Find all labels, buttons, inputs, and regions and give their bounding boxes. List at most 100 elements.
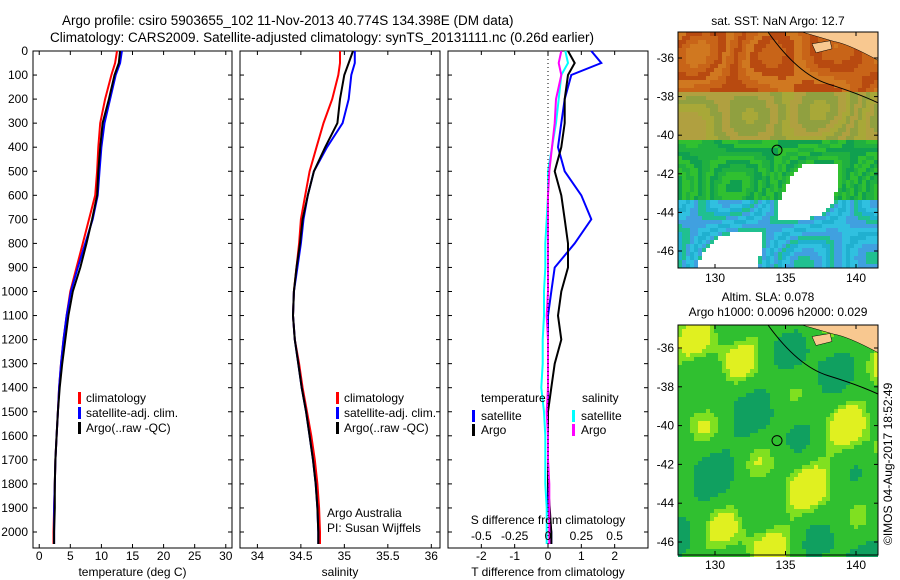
map-cell (790, 441, 794, 445)
map-cell (694, 256, 698, 260)
map-cell (802, 409, 806, 413)
map-cell (730, 220, 734, 224)
map-cell (702, 44, 706, 48)
map-cell (706, 44, 710, 48)
map-cell (754, 369, 758, 373)
map-cell (790, 397, 794, 401)
map-cell (726, 228, 730, 232)
map-cell (702, 208, 706, 212)
map-cell (826, 108, 830, 112)
x-tick-label: 20 (157, 549, 171, 563)
map-cell (842, 433, 846, 437)
map-cell (770, 220, 774, 224)
map-cell (850, 60, 854, 64)
map-cell (706, 429, 710, 433)
map-cell (738, 337, 742, 341)
map-cell (726, 341, 730, 345)
map-cell (794, 108, 798, 112)
map-cell (790, 140, 794, 144)
map-cell (694, 224, 698, 228)
map-cell (718, 56, 722, 60)
map-cell (850, 389, 854, 393)
map-cell (858, 52, 862, 56)
map-cell (862, 72, 866, 76)
map-cell (810, 168, 814, 172)
map-cell (706, 409, 710, 413)
map-cell (754, 44, 758, 48)
legend-label: Argo (481, 423, 507, 437)
map-cell (854, 248, 858, 252)
map-cell (866, 64, 870, 68)
map-cell (870, 260, 874, 264)
map-cell (754, 389, 758, 393)
map-cell (854, 120, 858, 124)
map-cell (738, 44, 742, 48)
map-cell (822, 349, 826, 353)
map-cell (846, 108, 850, 112)
map-cell (794, 433, 798, 437)
map-cell (762, 80, 766, 84)
map-cell (750, 248, 754, 252)
map-cell (730, 56, 734, 60)
map-cell (830, 449, 834, 453)
map-cell (858, 349, 862, 353)
map-cell (814, 421, 818, 425)
map-cell (842, 337, 846, 341)
map-cell (810, 196, 814, 200)
map-cell (842, 140, 846, 144)
map-cell (846, 401, 850, 405)
map-cell (798, 128, 802, 132)
map-cell (782, 381, 786, 385)
map-cell (718, 184, 722, 188)
map-cell (830, 232, 834, 236)
map-cell (814, 256, 818, 260)
map-cell (750, 52, 754, 56)
map-cell (818, 164, 822, 168)
map-cell (842, 369, 846, 373)
map-cell (834, 144, 838, 148)
map-cell (710, 353, 714, 357)
map-cell (702, 116, 706, 120)
map-cell (770, 128, 774, 132)
map-cell (806, 393, 810, 397)
map-cell (862, 188, 866, 192)
map-cell (750, 393, 754, 397)
map-cell (694, 184, 698, 188)
map-cell (678, 445, 682, 449)
map-cell (774, 337, 778, 341)
map-cell (814, 349, 818, 353)
map-cell (694, 401, 698, 405)
map-cell (678, 148, 682, 152)
map-cell (810, 216, 814, 220)
map-cell (758, 385, 762, 389)
map-cell (778, 212, 782, 216)
map-cell (694, 373, 698, 377)
map-cell (802, 48, 806, 52)
map-cell (802, 196, 806, 200)
map-cell (806, 248, 810, 252)
map-cell (850, 437, 854, 441)
map-cell (762, 240, 766, 244)
map-cell (850, 116, 854, 120)
map-cell (818, 76, 822, 80)
map-cell (822, 64, 826, 68)
map-cell (746, 80, 750, 84)
map-cell (710, 120, 714, 124)
map-cell (850, 56, 854, 60)
map-cell (710, 100, 714, 104)
map-cell (714, 204, 718, 208)
map-cell (846, 341, 850, 345)
map-cell (714, 144, 718, 148)
map-cell (854, 148, 858, 152)
map-cell (678, 365, 682, 369)
map-cell (746, 429, 750, 433)
map-cell (746, 92, 750, 96)
map-cell (838, 421, 842, 425)
map-cell (834, 132, 838, 136)
map-cell (722, 208, 726, 212)
map-cell (742, 228, 746, 232)
map-cell (730, 72, 734, 76)
map-cell (734, 188, 738, 192)
map-cell (702, 461, 706, 465)
map-cell (754, 248, 758, 252)
